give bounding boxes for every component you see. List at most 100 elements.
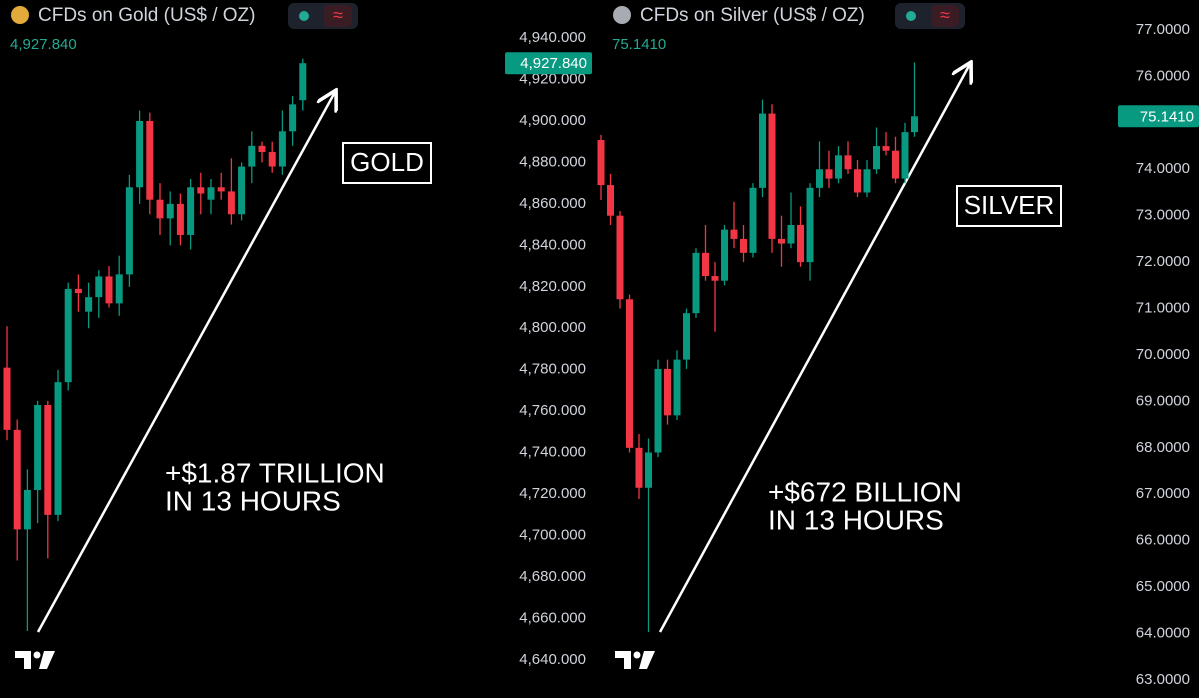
candle-body (299, 63, 307, 101)
candle-body (901, 132, 909, 179)
y-tick-label: 4,660.000 (519, 609, 586, 626)
candle-body (635, 447, 643, 488)
candle-body (44, 404, 52, 515)
candle-body (54, 382, 62, 515)
y-tick-label: 67.0000 (1136, 485, 1190, 502)
tradingview-logo (615, 651, 655, 669)
candle-body (730, 229, 738, 239)
y-tick-label: 4,840.000 (519, 236, 586, 253)
y-tick-label: 65.0000 (1136, 578, 1190, 595)
status-icon: ≈ (333, 5, 343, 25)
candle-body (74, 288, 82, 294)
candle-body (806, 187, 814, 263)
annotation-text: IN 13 HOURS (165, 485, 341, 516)
candle-body (268, 152, 276, 167)
candle-body (778, 238, 785, 244)
y-tick-label: 77.0000 (1136, 21, 1190, 38)
y-tick-label: 73.0000 (1136, 207, 1190, 224)
candle-body (844, 155, 852, 170)
annotation-label: GOLD (350, 147, 424, 177)
chart-title: CFDs on Silver (US$ / OZ) (640, 5, 865, 26)
last-price: 4,927.840 (10, 36, 77, 53)
price-tag (1118, 105, 1199, 128)
candle-body (607, 185, 614, 216)
candle-body (863, 169, 871, 193)
candle-body (711, 276, 719, 281)
y-tick-label: 4,720.000 (519, 485, 586, 502)
status-icon: ≈ (940, 5, 950, 25)
y-tick-label: 4,860.000 (519, 195, 586, 212)
y-tick-label: 72.0000 (1136, 253, 1190, 270)
candle-body (166, 203, 174, 219)
candle-body (664, 368, 671, 416)
y-tick-label: 4,740.000 (519, 444, 586, 461)
candle-body (3, 367, 11, 430)
y-tick-label: 69.0000 (1136, 392, 1190, 409)
candle-body (873, 146, 880, 170)
y-tick-label: 68.0000 (1136, 439, 1190, 456)
status-dot (299, 11, 309, 21)
annotation-text: +$1.87 TRILLION (165, 457, 385, 488)
candle-body (787, 224, 795, 244)
annotation-label: SILVER (964, 190, 1055, 220)
symbol-icon (11, 6, 29, 24)
candle-body (176, 203, 184, 235)
candle-body (125, 187, 133, 275)
candle-body (768, 113, 776, 239)
candle-body (835, 155, 842, 179)
y-tick-label: 4,820.000 (519, 278, 586, 295)
status-dot (906, 11, 916, 21)
candle-body (645, 452, 652, 488)
candle-body (34, 404, 42, 490)
annotation-box (956, 185, 1062, 227)
trend-arrow (36, 92, 335, 633)
candle-body (217, 187, 225, 192)
candle-body (702, 252, 709, 277)
candle-body (187, 187, 195, 235)
candle-body (797, 224, 804, 263)
candle-body (759, 113, 766, 188)
symbol-icon (613, 6, 631, 24)
candle-body (258, 145, 266, 153)
candle-body (23, 489, 31, 530)
candle-body (692, 252, 700, 314)
candle-body (227, 191, 235, 215)
status-button (324, 5, 352, 27)
candle-body (673, 359, 681, 416)
y-tick-label: 4,760.000 (519, 402, 586, 419)
candle-body (825, 169, 833, 179)
annotation-box (342, 142, 432, 184)
candle-body (156, 199, 164, 219)
candle-body (892, 150, 899, 179)
candle-body (207, 187, 215, 200)
y-tick-label: 76.0000 (1136, 67, 1190, 84)
last-price: 75.1410 (612, 36, 666, 53)
candle-body (197, 187, 205, 194)
candle-body (740, 238, 747, 253)
y-tick-label: 64.0000 (1136, 625, 1190, 642)
chart-title: CFDs on Gold (US$ / OZ) (38, 5, 256, 26)
y-tick-label: 4,680.000 (519, 568, 586, 585)
y-tick-label: 74.0000 (1136, 160, 1190, 177)
candle-body (115, 274, 123, 304)
y-tick-label: 66.0000 (1136, 532, 1190, 549)
y-tick-label: 4,940.000 (519, 29, 586, 46)
candle-body (136, 120, 144, 188)
candle-body (105, 276, 113, 304)
y-tick-label: 4,640.000 (519, 651, 586, 668)
candle-body (749, 187, 757, 253)
y-tick-label: 63.0000 (1136, 671, 1190, 688)
y-tick-label: 70.0000 (1136, 346, 1190, 363)
candle-body (654, 368, 662, 453)
price-tag-label: 4,927.840 (520, 55, 587, 72)
y-tick-label: 4,700.000 (519, 527, 586, 544)
candle-body (95, 276, 103, 298)
candle-body (616, 215, 624, 300)
y-tick-label: 4,900.000 (519, 112, 586, 129)
candle-body (13, 429, 21, 530)
annotation-text: IN 13 HOURS (768, 504, 944, 535)
candle-body (64, 288, 72, 383)
y-tick-label: 4,780.000 (519, 361, 586, 378)
y-tick-label: 4,800.000 (519, 319, 586, 336)
